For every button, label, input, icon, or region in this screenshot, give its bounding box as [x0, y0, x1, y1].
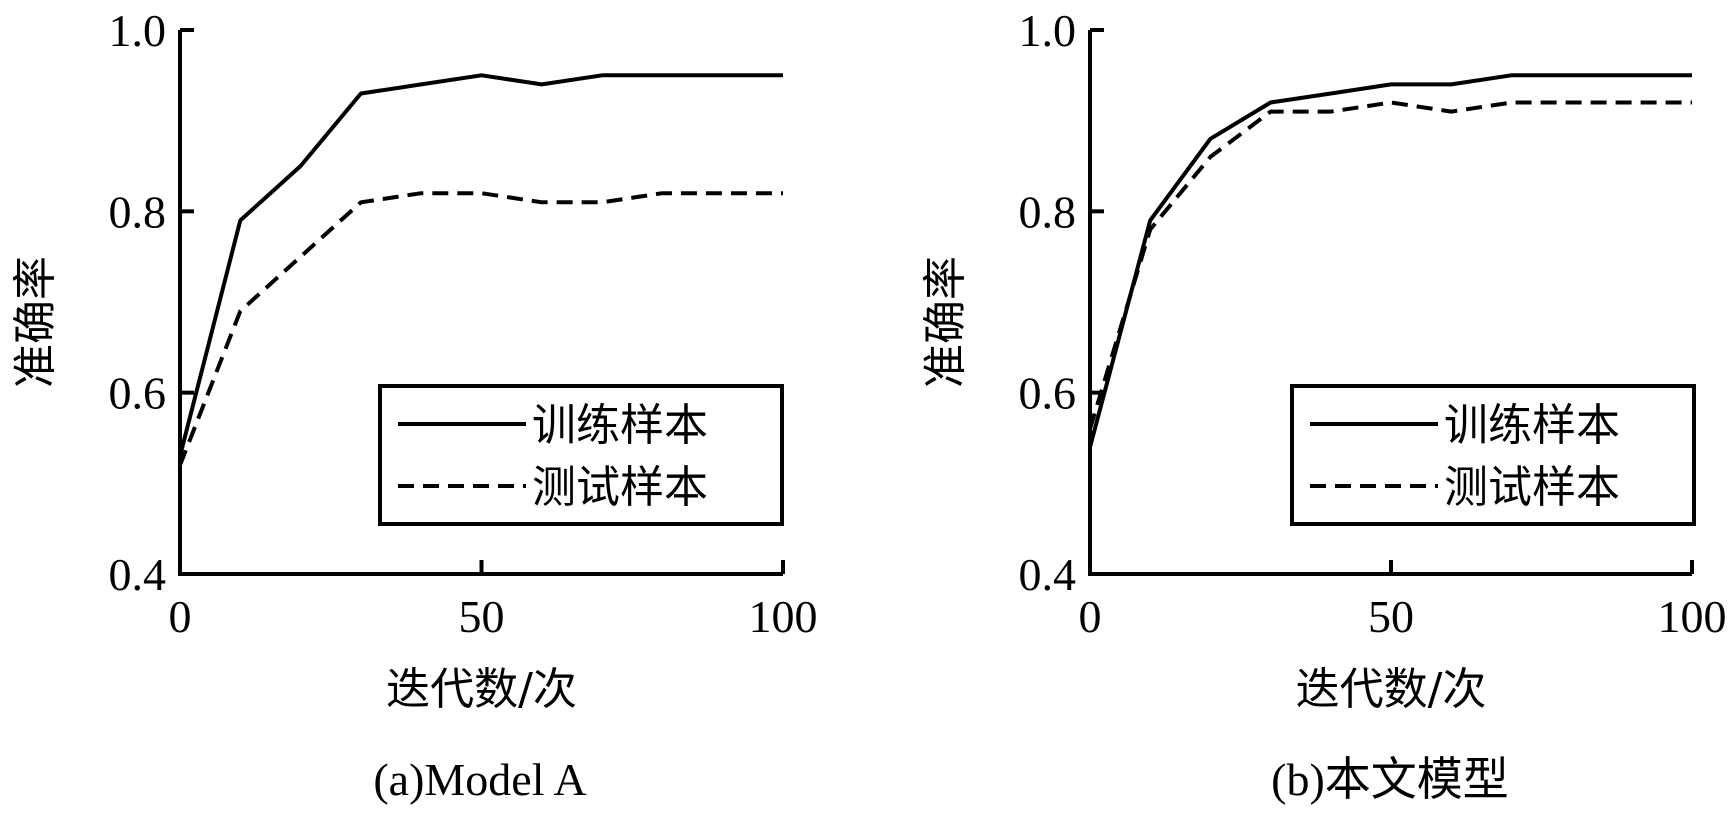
y-tick-label: 0.6 — [1019, 368, 1077, 419]
legend-entry-label: 训练样本 — [1444, 400, 1620, 451]
y-tick-label: 0.4 — [1019, 549, 1077, 600]
x-axis-label: 迭代数/次 — [386, 664, 577, 715]
y-axis-label: 准确率 — [920, 256, 971, 388]
series-line-test — [1088, 100, 1692, 430]
x-tick-label: 0 — [1079, 591, 1102, 642]
x-tick-label: 50 — [1368, 591, 1414, 642]
y-axis-label: 准确率 — [10, 256, 61, 388]
x-tick-label: 100 — [749, 591, 818, 642]
legend-entry-label: 测试样本 — [1444, 462, 1620, 513]
legend-entry-label: 测试样本 — [532, 462, 708, 513]
y-tick-label: 1.0 — [109, 5, 167, 56]
x-tick-label: 100 — [1658, 591, 1727, 642]
legend-box — [378, 384, 784, 526]
y-tick-label: 0.8 — [109, 186, 167, 237]
legend-box — [1290, 384, 1696, 526]
chart-caption: (a)Model A — [373, 754, 586, 805]
series-line-train — [1088, 73, 1692, 448]
legend-entry-label: 训练样本 — [532, 400, 708, 451]
x-tick-label: 50 — [459, 591, 505, 642]
x-tick-label: 0 — [169, 591, 192, 642]
y-tick-label: 1.0 — [1019, 5, 1077, 56]
y-tick-label: 0.8 — [1019, 186, 1077, 237]
series-line-test — [178, 191, 783, 466]
series-line-train — [178, 73, 783, 457]
y-tick-label: 0.4 — [109, 549, 167, 600]
x-axis-label: 迭代数/次 — [1296, 664, 1487, 715]
chart-caption: (b)本文模型 — [1271, 754, 1509, 805]
y-tick-label: 0.6 — [109, 368, 167, 419]
